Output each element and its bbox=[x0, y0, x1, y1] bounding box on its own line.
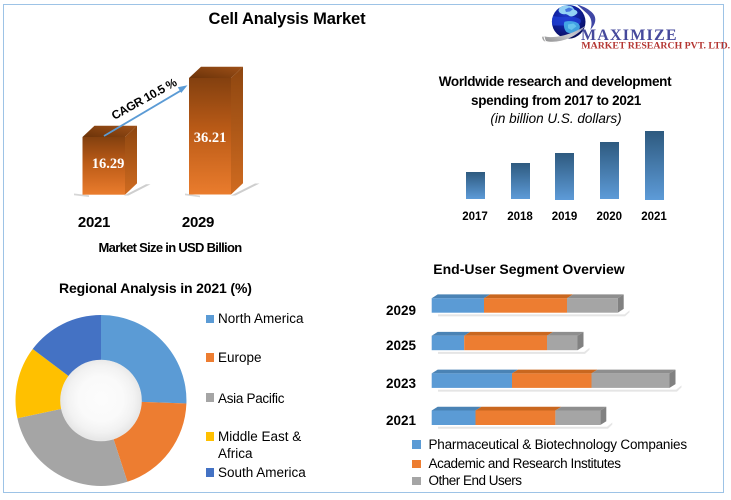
svg-text:MAXIMIZE: MAXIMIZE bbox=[581, 27, 678, 44]
svg-text:MARKET RESEARCH PVT. LTD.: MARKET RESEARCH PVT. LTD. bbox=[581, 41, 730, 52]
